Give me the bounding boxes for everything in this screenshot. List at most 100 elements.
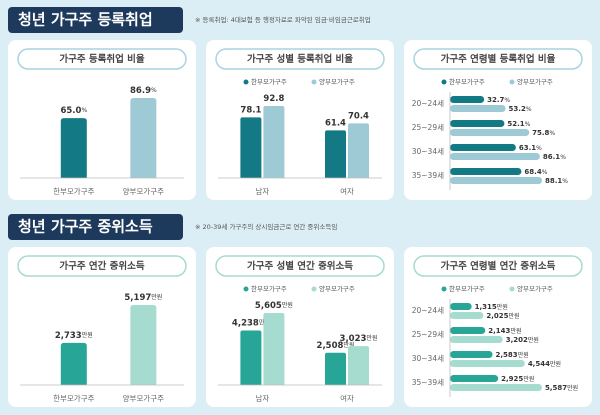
category-label: 35~39세 xyxy=(412,171,444,180)
value-unit: 만원 xyxy=(528,336,539,344)
legend-label: 한부모가구주 xyxy=(449,284,485,293)
category-label: 양부모가구주 xyxy=(123,187,164,196)
value-label: 32.7% xyxy=(487,96,510,104)
value-label: 86.1% xyxy=(543,153,566,161)
bar xyxy=(450,144,516,151)
bar xyxy=(348,123,369,178)
category-label: 35~39세 xyxy=(412,378,444,387)
value-unit: 만원 xyxy=(523,375,534,383)
value-unit: 만원 xyxy=(151,293,162,301)
category-label: 20~24세 xyxy=(412,306,444,315)
value-number: 63.1 xyxy=(519,144,536,152)
bar xyxy=(240,117,262,178)
legend-swatch xyxy=(441,79,447,85)
value-number: 5,197 xyxy=(124,293,151,303)
value-unit: 만원 xyxy=(509,312,520,320)
panel xyxy=(404,247,592,407)
category-label: 한부모가구주 xyxy=(53,394,94,403)
category-label: 30~34세 xyxy=(412,147,444,156)
value-number: 68.4 xyxy=(524,168,541,176)
category-label: 한부모가구주 xyxy=(53,187,94,196)
value-label: 3,202만원 xyxy=(506,336,539,345)
bar xyxy=(450,105,506,112)
chart-title: 가구주 성별 등록취업 비율 xyxy=(247,53,353,65)
value-unit: 만원 xyxy=(518,351,529,359)
value-number: 86.1 xyxy=(543,153,560,161)
value-label: 70.4 xyxy=(348,111,369,121)
chart-title-pill xyxy=(215,255,385,277)
bar xyxy=(130,305,157,385)
value-number: 2,925 xyxy=(501,375,523,383)
legend-label: 양부모가구주 xyxy=(517,284,553,293)
value-label: 92.8 xyxy=(263,94,284,104)
value-number: 2,508 xyxy=(317,340,344,350)
value-unit: 만원 xyxy=(82,330,93,338)
bar xyxy=(450,129,530,136)
bar xyxy=(450,303,472,310)
value-number: 65.0 xyxy=(60,106,81,116)
value-unit: % xyxy=(81,107,87,114)
value-unit: % xyxy=(151,87,157,94)
bar xyxy=(450,336,503,343)
value-number: 2,025 xyxy=(486,312,508,320)
value-unit: % xyxy=(525,121,531,128)
section-title: 청년 가구주 중위소득 xyxy=(18,218,153,236)
value-number: 2,143 xyxy=(488,327,510,335)
value-label: 2,583만원 xyxy=(496,351,529,360)
bar xyxy=(450,120,505,127)
value-number: 78.1 xyxy=(240,105,261,115)
bar xyxy=(60,118,87,178)
value-number: 1,315 xyxy=(475,303,497,311)
value-unit: 만원 xyxy=(366,334,377,342)
legend-label: 한부모가구주 xyxy=(449,77,485,86)
value-label: 5,605만원 xyxy=(255,301,293,311)
category-label: 25~29세 xyxy=(412,330,444,339)
bar xyxy=(325,352,346,385)
category-label: 여자 xyxy=(340,393,354,403)
value-number: 52.1 xyxy=(507,120,524,128)
section-title-bg xyxy=(8,214,183,240)
value-unit: % xyxy=(536,145,542,152)
value-label: 1,315만원 xyxy=(475,303,508,312)
bar xyxy=(450,384,542,391)
legend-label: 양부모가구주 xyxy=(517,77,553,86)
value-unit: % xyxy=(549,130,555,137)
value-label: 86.9% xyxy=(130,86,157,96)
legend-swatch xyxy=(311,286,317,292)
value-number: 4,238 xyxy=(232,318,259,328)
chart-title-pill xyxy=(17,48,187,70)
value-number: 2,733 xyxy=(55,330,82,340)
value-number: 92.8 xyxy=(263,94,284,104)
bar xyxy=(263,106,285,178)
value-unit: 만원 xyxy=(343,340,354,348)
value-unit: 만원 xyxy=(550,360,561,368)
value-number: 3,023 xyxy=(340,334,367,344)
value-label: 2,733만원 xyxy=(55,330,93,340)
legend-label: 양부모가구주 xyxy=(319,284,355,293)
value-number: 2,583 xyxy=(496,351,518,359)
legend-swatch xyxy=(441,286,447,292)
value-number: 53.2 xyxy=(509,105,526,113)
value-number: 32.7 xyxy=(487,96,504,104)
section-title: 청년 가구주 등록취업 xyxy=(18,11,153,29)
legend-label: 한부모가구주 xyxy=(251,77,287,86)
legend-swatch xyxy=(509,79,515,85)
value-label: 52.1% xyxy=(507,120,530,128)
bar xyxy=(450,375,499,382)
category-label: 양부모가구주 xyxy=(123,394,164,403)
category-label: 여자 xyxy=(340,186,354,196)
legend-label: 한부모가구주 xyxy=(251,284,287,293)
legend-swatch xyxy=(243,79,249,85)
legend-swatch xyxy=(243,286,249,292)
value-label: 68.4% xyxy=(524,168,547,176)
legend-label: 양부모가구주 xyxy=(319,77,355,86)
value-label: 3,023만원 xyxy=(340,334,378,344)
category-label: 25~29세 xyxy=(412,123,444,132)
value-number: 5,587 xyxy=(545,384,567,392)
bar xyxy=(450,360,525,367)
section-title-bg xyxy=(8,7,183,33)
section-note: ※ 20-39세 가구주의 상시임금근로 연간 중위소득임 xyxy=(195,222,337,231)
value-label: 63.1% xyxy=(519,144,542,152)
chart-title: 가구주 연령별 연간 중위소득 xyxy=(441,260,556,272)
